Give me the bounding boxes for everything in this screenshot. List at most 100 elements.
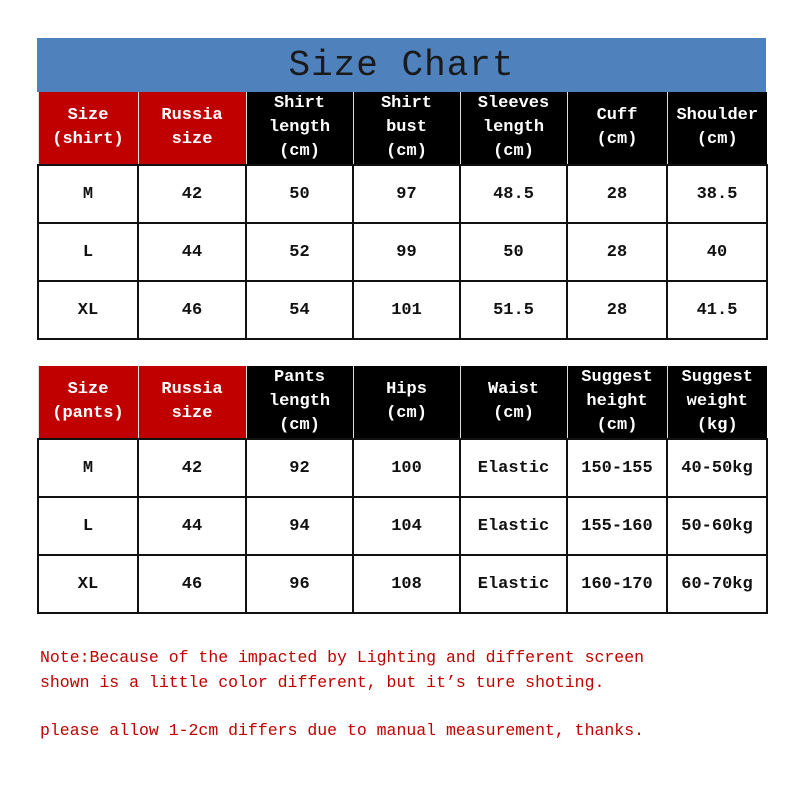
column-header: Shirt length (cm) xyxy=(245,92,353,165)
table-cell: Elastic xyxy=(459,496,568,556)
column-header-line: (cm) xyxy=(493,404,534,423)
column-header: Hips (cm) xyxy=(352,366,460,439)
column-header: Size (pants) xyxy=(37,366,138,439)
column-header-line: (cm) xyxy=(386,142,427,161)
table-cell: 40-50kg xyxy=(666,438,768,498)
table-cell: 41.5 xyxy=(666,280,768,340)
table-cell: 42 xyxy=(137,164,247,224)
shirt-size-table: Size (shirt) Russia size Shirt length (cm) Shir… xyxy=(37,92,768,340)
table-cell: 44 xyxy=(137,222,247,282)
column-header-line: Shoulder xyxy=(676,106,759,125)
column-header-line: Size xyxy=(67,106,109,125)
column-header-line: length xyxy=(482,118,545,137)
table-cell: 50-60kg xyxy=(666,496,768,556)
column-header: Sleeves length (cm) xyxy=(459,92,567,165)
table-cell: 108 xyxy=(352,554,461,614)
column-header-line: length xyxy=(268,118,331,137)
table-cell: 48.5 xyxy=(459,164,568,224)
column-header-line: (pants) xyxy=(52,404,124,423)
column-header-line: Suggest xyxy=(581,368,653,387)
column-header-line: (cm) xyxy=(386,404,427,423)
column-header-line: (cm) xyxy=(493,142,534,161)
column-header-line: (cm) xyxy=(696,130,738,149)
column-header-line: length xyxy=(268,392,331,411)
table-row: M 42 92 100 Elastic 150-155 40-50kg xyxy=(37,438,768,498)
column-header-line: size xyxy=(171,404,213,423)
column-header-line: (cm) xyxy=(596,130,638,149)
table-cell: 44 xyxy=(137,496,247,556)
column-header: Russia size xyxy=(137,366,246,439)
table-cell: 28 xyxy=(566,222,668,282)
table-cell: 54 xyxy=(245,280,354,340)
table-cell: 101 xyxy=(352,280,461,340)
table-cell: 100 xyxy=(352,438,461,498)
page-title: Size Chart xyxy=(288,44,515,86)
column-header-line: size xyxy=(171,130,213,149)
table-row: M 42 50 97 48.5 28 38.5 xyxy=(37,164,768,224)
table-cell: 40 xyxy=(666,222,768,282)
table-cell: Elastic xyxy=(459,554,568,614)
table-cell: 96 xyxy=(245,554,354,614)
table-cell: 50 xyxy=(459,222,568,282)
table-cell: XL xyxy=(37,280,139,340)
header-row: Size (shirt) Russia size Shirt length (cm) Shir… xyxy=(37,92,767,165)
size-chart-title-bar: Size Chart xyxy=(37,38,766,92)
table-cell: 92 xyxy=(245,438,354,498)
table-cell: 50 xyxy=(245,164,354,224)
note-line-2: shown is a little color different, but i… xyxy=(40,673,605,692)
table-cell: L xyxy=(37,222,139,282)
table-cell: 60-70kg xyxy=(666,554,768,614)
table-cell: L xyxy=(37,496,139,556)
table-cell: 42 xyxy=(137,438,247,498)
column-header-line: Shirt xyxy=(273,94,325,113)
header-row: Size (pants) Russia size Pants length (cm) Hips… xyxy=(37,366,767,439)
pants-size-table: Size (pants) Russia size Pants length (cm) Hips… xyxy=(37,366,768,614)
table-cell: 46 xyxy=(137,280,247,340)
table-cell: 46 xyxy=(137,554,247,614)
column-header: Cuff (cm) xyxy=(566,92,667,165)
table-cell: 160-170 xyxy=(566,554,668,614)
column-header-line: Suggest xyxy=(681,368,753,387)
table-cell: M xyxy=(37,164,139,224)
note-line-1: Note:Because of the impacted by Lighting… xyxy=(40,648,644,667)
table-cell: 28 xyxy=(566,164,668,224)
table-row: L 44 94 104 Elastic 155-160 50-60kg xyxy=(37,496,768,556)
column-header-line: Russia xyxy=(161,106,223,125)
column-header-line: Waist xyxy=(487,380,539,399)
table-row: XL 46 96 108 Elastic 160-170 60-70kg xyxy=(37,554,768,614)
table-row: L 44 52 99 50 28 40 xyxy=(37,222,768,282)
column-header: Shirt bust (cm) xyxy=(352,92,460,165)
column-header: Suggest height (cm) xyxy=(566,366,667,439)
column-header-line: height xyxy=(586,392,648,411)
column-header-line: weight xyxy=(686,392,748,411)
column-header-line: (cm) xyxy=(279,416,320,435)
table-cell: 28 xyxy=(566,280,668,340)
column-header: Waist (cm) xyxy=(459,366,567,439)
column-header-line: Pants xyxy=(273,368,325,387)
table-cell: 97 xyxy=(352,164,461,224)
table-cell: 104 xyxy=(352,496,461,556)
table-cell: XL xyxy=(37,554,139,614)
table-cell: Elastic xyxy=(459,438,568,498)
table-cell: 94 xyxy=(245,496,354,556)
column-header-line: (cm) xyxy=(279,142,320,161)
column-header: Russia size xyxy=(137,92,246,165)
column-header: Size (shirt) xyxy=(37,92,138,165)
column-header-line: Sleeves xyxy=(477,94,550,113)
column-header: Shoulder (cm) xyxy=(666,92,767,165)
table-row: XL 46 54 101 51.5 28 41.5 xyxy=(37,280,768,340)
column-header-line: (shirt) xyxy=(52,130,124,149)
table-cell: 51.5 xyxy=(459,280,568,340)
column-header-line: bust xyxy=(386,118,427,137)
table-cell: 99 xyxy=(352,222,461,282)
table-cell: 38.5 xyxy=(666,164,768,224)
table-cell: M xyxy=(37,438,139,498)
table-cell: 150-155 xyxy=(566,438,668,498)
table-cell: 155-160 xyxy=(566,496,668,556)
column-header-line: (cm) xyxy=(596,416,638,435)
column-header: Pants length (cm) xyxy=(245,366,353,439)
column-header-line: Hips xyxy=(386,380,427,399)
column-header-line: Cuff xyxy=(596,106,638,125)
column-header-line: Shirt xyxy=(380,94,432,113)
column-header: Suggest weight (kg) xyxy=(666,366,767,439)
